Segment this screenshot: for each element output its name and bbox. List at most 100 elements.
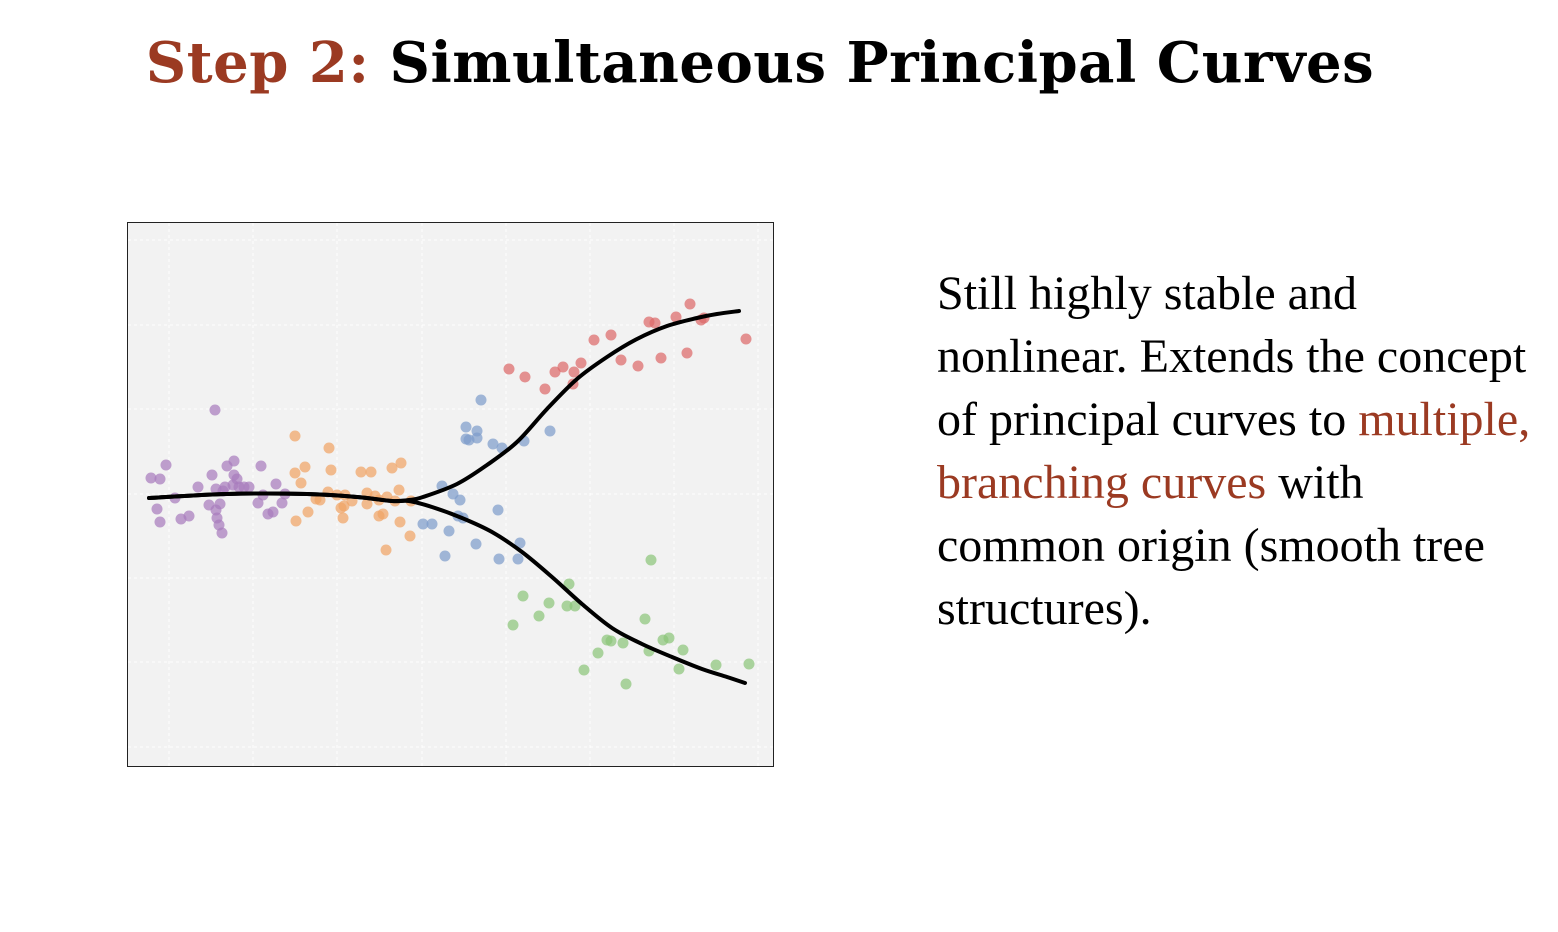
data-point-series-4 — [740, 333, 752, 345]
data-point-series-2 — [289, 430, 301, 442]
data-point-series-4 — [539, 383, 551, 395]
data-point-series-3 — [493, 553, 505, 565]
data-point-series-1 — [209, 404, 221, 416]
data-point-series-1 — [267, 506, 279, 518]
data-point-series-5 — [592, 647, 604, 659]
data-point-series-5 — [645, 554, 657, 566]
scatter-plot — [127, 222, 774, 767]
data-point-series-3 — [470, 538, 482, 550]
data-point-series-3 — [512, 553, 524, 565]
data-point-series-1 — [151, 503, 163, 515]
data-point-series-4 — [605, 329, 617, 341]
data-point-series-1 — [183, 510, 195, 522]
data-point-series-1 — [211, 512, 223, 524]
data-point-series-3 — [426, 518, 438, 530]
data-point-series-1 — [154, 516, 166, 528]
data-point-series-5 — [673, 663, 685, 675]
data-point-series-3 — [443, 525, 455, 537]
data-point-series-3 — [463, 434, 475, 446]
data-point-series-2 — [302, 506, 314, 518]
data-point-series-4 — [615, 354, 627, 366]
data-point-series-5 — [533, 610, 545, 622]
data-point-series-1 — [206, 469, 218, 481]
data-point-series-5 — [677, 644, 689, 656]
data-point-series-2 — [299, 461, 311, 473]
data-point-series-5 — [743, 658, 755, 670]
principal-curves — [147, 309, 747, 685]
data-point-series-3 — [544, 425, 556, 437]
data-point-series-4 — [549, 366, 561, 378]
data-point-series-5 — [605, 635, 617, 647]
data-point-series-5 — [578, 664, 590, 676]
description-text-after: with common origin (smooth tree structur… — [937, 456, 1485, 635]
data-point-series-3 — [439, 550, 451, 562]
data-point-series-5 — [639, 613, 651, 625]
data-point-series-1 — [227, 479, 239, 491]
data-point-series-4 — [670, 311, 682, 323]
data-point-series-2 — [314, 494, 326, 506]
data-point-series-2 — [355, 466, 367, 478]
data-point-series-2 — [404, 530, 416, 542]
data-point-series-5 — [663, 632, 675, 644]
data-point-series-4 — [684, 298, 696, 310]
data-point-series-2 — [377, 508, 389, 520]
data-point-series-4 — [519, 371, 531, 383]
data-point-series-3 — [514, 537, 526, 549]
data-point-series-4 — [649, 317, 661, 329]
data-point-series-4 — [632, 360, 644, 372]
data-point-series-3 — [417, 518, 429, 530]
data-point-series-3 — [475, 394, 487, 406]
data-point-series-1 — [228, 455, 240, 467]
data-point-series-2 — [325, 464, 337, 476]
data-point-series-1 — [216, 527, 228, 539]
data-point-series-2 — [289, 467, 301, 479]
data-point-series-4 — [655, 352, 667, 364]
data-point-series-4 — [588, 334, 600, 346]
data-point-series-2 — [380, 544, 392, 556]
data-point-series-2 — [393, 484, 405, 496]
data-point-series-3 — [492, 504, 504, 516]
data-point-series-4 — [575, 357, 587, 369]
data-point-series-5 — [507, 619, 519, 631]
data-point-series-1 — [154, 473, 166, 485]
data-point-series-2 — [394, 516, 406, 528]
data-point-series-5 — [563, 578, 575, 590]
title-main: Simultaneous Principal Curves — [389, 30, 1375, 96]
data-point-series-4 — [503, 363, 515, 375]
data-point-series-5 — [569, 600, 581, 612]
plot-grid — [128, 223, 773, 766]
data-point-series-1 — [252, 497, 264, 509]
data-point-series-5 — [620, 678, 632, 690]
data-point-series-4 — [568, 366, 580, 378]
data-point-series-2 — [361, 498, 373, 510]
data-point-series-1 — [145, 472, 157, 484]
data-point-series-5 — [543, 597, 555, 609]
data-point-series-3 — [460, 421, 472, 433]
data-point-series-2 — [365, 466, 377, 478]
description-text-before: Still highly stable and nonlinear. Exten… — [937, 267, 1527, 446]
title-step-label: Step 2: — [145, 30, 370, 96]
data-point-series-1 — [243, 481, 255, 493]
data-point-series-2 — [338, 500, 350, 512]
data-point-series-1 — [276, 497, 288, 509]
data-point-series-5 — [517, 590, 529, 602]
data-point-series-4 — [681, 347, 693, 359]
principal-curve-lower-branch — [147, 491, 747, 685]
data-point-series-2 — [337, 512, 349, 524]
data-point-series-2 — [395, 457, 407, 469]
data-point-series-2 — [323, 442, 335, 454]
data-point-series-4 — [557, 361, 569, 373]
data-point-series-3 — [487, 438, 499, 450]
data-points — [145, 298, 755, 690]
data-point-series-2 — [295, 477, 307, 489]
data-point-series-2 — [290, 515, 302, 527]
data-point-series-1 — [270, 478, 282, 490]
data-point-series-3 — [454, 494, 466, 506]
data-point-series-1 — [160, 459, 172, 471]
description-highlight: multiple, branching curves — [937, 393, 1531, 509]
data-point-series-1 — [210, 504, 222, 516]
slide-title: Step 2: Simultaneous Principal Curves — [0, 30, 1520, 96]
data-point-series-2 — [386, 462, 398, 474]
data-point-series-5 — [710, 659, 722, 671]
data-point-series-5 — [617, 637, 629, 649]
